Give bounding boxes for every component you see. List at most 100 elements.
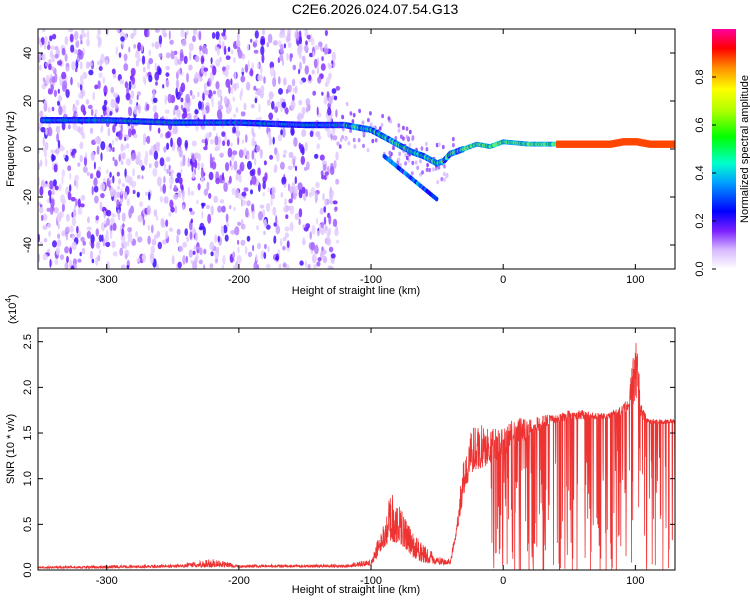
spectrogram-noise-cell (170, 137, 173, 148)
spectrogram-noise-cell (202, 92, 205, 102)
spectrogram-noise-cell (93, 161, 96, 170)
spectrogram-noise-cell (104, 92, 107, 97)
spectrogram-noise-cell (83, 156, 88, 167)
spectrogram-noise-cell (165, 52, 171, 59)
spectrogram-noise-cell (320, 63, 326, 71)
spectrogram-noise-cell (64, 246, 69, 254)
spectrogram-noise-cell (87, 216, 90, 224)
spectrogram-noise-cell (233, 206, 236, 212)
spectrogram-noise-cell (283, 77, 287, 86)
spectrogram-noise-cell (282, 263, 287, 268)
spectrogram-noise-cell (130, 33, 135, 39)
spectrogram-noise-cell (116, 29, 120, 34)
spectrogram-noise-cell (307, 263, 311, 269)
spectrogram-noise-cell (310, 241, 316, 251)
spectrogram-noise-cell (49, 77, 52, 84)
spectrogram-noise-cell (120, 143, 124, 152)
spectrogram-noise-cell (314, 153, 319, 159)
spectrogram-noise-cell (284, 232, 289, 238)
spectrogram-noise-cell (266, 99, 271, 106)
spectrogram-noise-cell (308, 74, 312, 81)
snr-x-tick-label: -300 (96, 575, 118, 587)
spectrogram-noise-cell (187, 162, 191, 167)
spectrogram-noise-cell (78, 92, 83, 99)
spectrogram-y-tick-label: 40 (22, 47, 34, 59)
spectrogram-noise-cell (230, 229, 236, 235)
spectrogram-noise-cell (95, 257, 98, 266)
spectrogram-noise-cell (62, 104, 67, 115)
spectrogram-marks (38, 29, 675, 269)
spectrogram-noise-cell (80, 236, 85, 242)
spectrogram-noise-cell (167, 93, 173, 104)
spectrogram-noise-cell (201, 210, 204, 219)
spectrogram-noise-cell (43, 149, 48, 158)
spectrogram-noise-cell (184, 228, 188, 237)
spectrogram-noise-cell (216, 47, 220, 56)
spectrogram-noise-cell (82, 166, 88, 173)
spectrogram-noise-cell (185, 255, 188, 264)
spectrogram-noise-cell (62, 80, 68, 90)
spectrogram-noise-cell (45, 62, 49, 67)
spectrogram-noise-cell (131, 76, 136, 85)
spectrogram-noise-cell (176, 137, 182, 147)
spectrogram-noise-cell (405, 155, 409, 161)
spectrogram-noise-cell (120, 234, 126, 242)
spectrogram-noise-cell (58, 125, 61, 135)
spectrogram-noise-cell (226, 221, 230, 228)
spectrogram-noise-cell (198, 259, 203, 265)
spectrogram-noise-cell (239, 91, 242, 101)
spectrogram-noise-cell (288, 151, 294, 159)
spectrogram-noise-cell (253, 85, 257, 91)
spectrogram-noise-cell (81, 247, 86, 255)
spectrogram-noise-cell (47, 107, 51, 113)
spectrogram-noise-cell (201, 108, 207, 117)
spectrogram-noise-cell (193, 76, 199, 84)
spectrogram-noise-cell (232, 251, 236, 259)
spectrogram-noise-cell (39, 206, 44, 214)
spectrogram-noise-cell (191, 227, 196, 235)
spectrogram-noise-cell (183, 55, 188, 65)
spectrogram-noise-cell (280, 161, 285, 170)
spectrogram-noise-cell (283, 205, 289, 213)
spectrogram-noise-cell (97, 29, 101, 36)
spectrogram-noise-cell (38, 57, 41, 63)
spectrogram-noise-cell (114, 102, 119, 109)
spectrogram-noise-cell (58, 95, 63, 102)
spectrogram-noise-cell (48, 63, 52, 71)
spectrogram-noise-cell (181, 113, 186, 120)
spectrogram-noise-cell (244, 245, 248, 255)
spectrogram-noise-cell (76, 233, 80, 238)
spectrogram-noise-cell (132, 168, 136, 177)
spectrogram-noise-cell (268, 136, 272, 146)
spectrogram-noise-cell (174, 56, 179, 66)
spectrogram-noise-cell (394, 136, 398, 141)
spectrogram-noise-cell (442, 171, 446, 177)
spectrogram-noise-cell (275, 225, 281, 235)
spectrogram-noise-cell (142, 253, 146, 263)
spectrogram-noise-cell (292, 158, 296, 169)
spectrogram-noise-cell (171, 255, 175, 265)
spectrogram-noise-cell (328, 72, 332, 80)
spectrogram-noise-cell (428, 167, 431, 173)
spectrogram-noise-cell (300, 155, 305, 165)
spectrogram-noise-cell (232, 126, 237, 133)
spectrogram-noise-cell (435, 142, 439, 148)
spectrogram-noise-cell (146, 135, 151, 144)
spectrogram-noise-cell (137, 42, 142, 52)
spectrogram-noise-cell (123, 53, 128, 61)
spectrogram-noise-cell (93, 178, 98, 187)
spectrogram-noise-cell (189, 231, 193, 240)
spectrogram-noise-cell (178, 245, 184, 252)
spectrogram-noise-cell (327, 230, 331, 236)
spectrogram-noise-cell (278, 88, 283, 95)
spectrogram-noise-cell (425, 167, 429, 172)
spectrogram-noise-cell (80, 104, 86, 113)
spectrogram-noise-cell (275, 215, 278, 224)
spectrogram-noise-cell (94, 109, 98, 115)
spectrogram-noise-cell (126, 265, 130, 269)
spectrogram-noise-cell (219, 199, 225, 204)
spectrogram-noise-cell (77, 82, 80, 88)
spectrogram-noise-cell (89, 127, 94, 134)
spectrogram-noise-cell (38, 253, 41, 263)
spectrogram-noise-cell (215, 246, 220, 254)
